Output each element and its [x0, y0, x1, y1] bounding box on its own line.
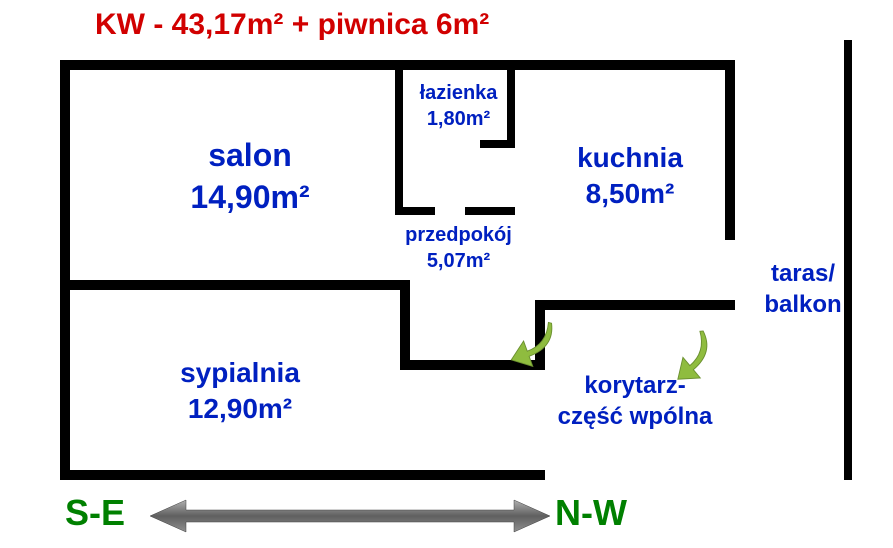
wall-segment: [480, 140, 515, 148]
wall-segment: [395, 60, 403, 215]
room-korytarz: korytarz- część wpólna: [535, 370, 735, 432]
direction-arrow: [150, 498, 550, 534]
wall-segment: [400, 280, 410, 370]
room-name: sypialnia: [180, 357, 300, 388]
wall-segment: [507, 60, 515, 148]
room-area: 14,90m²: [190, 179, 309, 215]
room-salon: salon 14,90m²: [140, 135, 360, 218]
room-area: część wpólna: [558, 403, 713, 430]
wall-segment: [60, 470, 545, 480]
floorplan-title: KW - 43,17m² + piwnica 6m²: [95, 8, 489, 42]
wall-segment: [725, 60, 735, 240]
room-area: balkon: [764, 291, 841, 318]
room-area: 1,80m²: [427, 108, 490, 130]
wall-segment: [60, 280, 410, 290]
wall-segment: [395, 207, 435, 215]
room-name: łazienka: [420, 82, 498, 104]
wall-segment: [535, 300, 735, 310]
compass-se: S-E: [65, 492, 125, 534]
room-name: korytarz-: [584, 372, 685, 399]
wall-segment: [60, 60, 70, 480]
wall-segment: [465, 207, 515, 215]
compass-nw: N-W: [555, 492, 627, 534]
room-area: 12,90m²: [188, 393, 292, 424]
room-lazienka: łazienka 1,80m²: [411, 80, 506, 132]
room-name: kuchnia: [577, 142, 683, 173]
room-area: 5,07m²: [427, 250, 490, 272]
room-kuchnia: kuchnia 8,50m²: [545, 140, 715, 213]
room-taras: taras/ balkon: [753, 258, 853, 320]
room-sypialnia: sypialnia 12,90m²: [130, 355, 350, 428]
room-przedpokoj: przedpokój 5,07m²: [396, 222, 521, 274]
room-name: salon: [208, 137, 292, 173]
room-area: 8,50m²: [586, 178, 675, 209]
room-name: taras/: [771, 260, 835, 287]
room-name: przedpokój: [405, 224, 512, 246]
